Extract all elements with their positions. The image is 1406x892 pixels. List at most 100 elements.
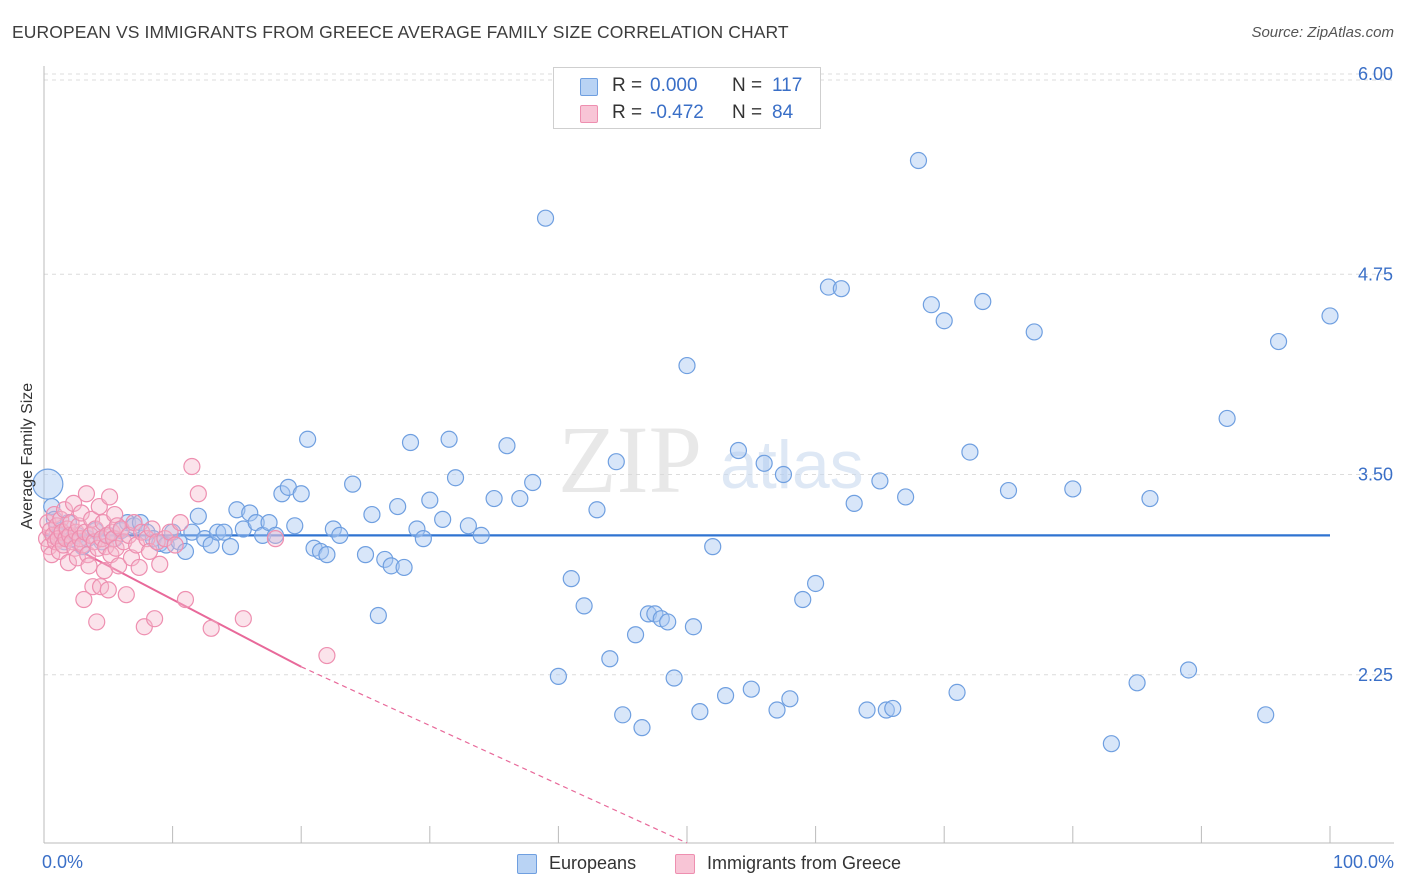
europeans-point	[324, 520, 342, 538]
x-tick-min: 0.0%	[42, 852, 84, 872]
greece-point	[176, 590, 195, 609]
europeans-point	[659, 613, 677, 631]
europeans-point	[524, 473, 542, 492]
stats-legend: R = 0.000 N = 117 R = -0.472 N = 84	[553, 67, 821, 129]
europeans-point	[704, 538, 722, 556]
europeans-point	[189, 507, 207, 525]
n-label: N =	[732, 102, 763, 123]
greece-point	[106, 505, 124, 524]
r-label: R =	[612, 75, 643, 96]
europeans-point	[215, 523, 233, 541]
gridlines	[44, 73, 1394, 676]
greece-swatch	[580, 105, 598, 123]
greece-point	[166, 536, 184, 554]
greece-point	[130, 558, 148, 577]
europeans-point	[1128, 674, 1146, 692]
europeans-point	[32, 468, 64, 500]
europeans-point	[273, 485, 291, 503]
europeans-point	[389, 497, 407, 516]
europeans-point	[1141, 489, 1159, 508]
europeans-point	[794, 590, 812, 609]
europeans-point	[331, 526, 349, 545]
greece-point	[52, 510, 70, 528]
y-tick-label-1: 3.50	[1358, 465, 1393, 485]
n-value: 84	[772, 102, 794, 123]
greece-point	[117, 586, 135, 604]
europeans-point	[485, 489, 503, 508]
europeans-point	[575, 597, 593, 615]
europeans-point	[1218, 409, 1236, 428]
europeans-point	[691, 703, 709, 721]
europeans-point	[614, 706, 632, 724]
watermark-zip: ZIP	[558, 406, 702, 513]
europeans-point	[781, 690, 799, 708]
europeans-point	[729, 441, 748, 460]
europeans-point	[376, 550, 394, 569]
europeans-point	[633, 719, 651, 737]
greece-point	[183, 457, 201, 476]
europeans-point	[601, 650, 619, 668]
europeans-point	[446, 469, 465, 487]
europeans-point	[228, 501, 246, 519]
europeans-point	[974, 292, 992, 311]
europeans-point	[607, 453, 625, 471]
greece-point	[189, 485, 207, 503]
europeans-point	[440, 430, 458, 448]
europeans-point	[684, 618, 703, 636]
trend-lines	[43, 531, 1330, 844]
greece-point	[318, 646, 336, 665]
europeans-point	[1025, 323, 1043, 341]
europeans-point	[845, 494, 863, 512]
europeans-swatch	[580, 78, 598, 96]
europeans-point	[909, 151, 928, 170]
europeans-point	[356, 546, 375, 564]
n-label: N =	[732, 75, 763, 96]
europeans-point	[832, 280, 850, 298]
chart-title: EUROPEAN VS IMMIGRANTS FROM GREECE AVERA…	[12, 22, 789, 42]
greece-point	[171, 513, 189, 532]
europeans-point	[498, 437, 516, 455]
greece-point	[143, 520, 161, 538]
europeans-point	[961, 443, 979, 461]
greece-point	[80, 557, 98, 575]
europeans-point	[536, 209, 555, 227]
europeans-point	[318, 546, 336, 564]
europeans-point	[1064, 480, 1082, 498]
europeans-point	[897, 488, 915, 506]
greece-point	[77, 485, 96, 503]
europeans-point	[806, 574, 825, 593]
r-value: -0.472	[650, 102, 704, 123]
y-tick-label-3: 6.00	[1358, 64, 1393, 84]
europeans-point	[999, 481, 1018, 500]
europeans-point	[948, 683, 966, 702]
europeans-point	[884, 699, 902, 718]
europeans-point	[665, 669, 683, 687]
europeans-point	[408, 520, 426, 538]
legend-europeans-label: Europeans	[549, 853, 637, 873]
europeans-point	[1321, 307, 1339, 325]
europeans-point	[1269, 332, 1288, 351]
europeans-point	[241, 504, 259, 522]
greece-point	[266, 530, 285, 548]
europeans-point	[742, 680, 760, 698]
y-tick-label-0: 2.25	[1358, 665, 1393, 685]
europeans-point	[434, 510, 452, 528]
europeans-point	[382, 557, 400, 575]
source-label: Source: ZipAtlas.com	[1251, 24, 1394, 41]
europeans-point	[716, 687, 735, 705]
europeans-point	[871, 472, 889, 490]
greece-trend-line	[43, 531, 302, 668]
europeans-point	[935, 312, 953, 330]
europeans-legend-swatch	[517, 854, 537, 874]
greece-point	[88, 613, 106, 631]
europeans-point	[1179, 661, 1198, 679]
europeans-point	[292, 485, 310, 503]
greece-trend-extension	[300, 666, 688, 844]
europeans-point	[401, 433, 420, 452]
stats-row-greece: R = -0.472 N = 84	[554, 101, 820, 129]
europeans-point	[286, 517, 304, 535]
europeans-point	[1102, 735, 1120, 753]
y-tick-label-2: 4.75	[1358, 264, 1393, 284]
europeans-point	[395, 558, 413, 577]
europeans-point	[588, 501, 606, 519]
